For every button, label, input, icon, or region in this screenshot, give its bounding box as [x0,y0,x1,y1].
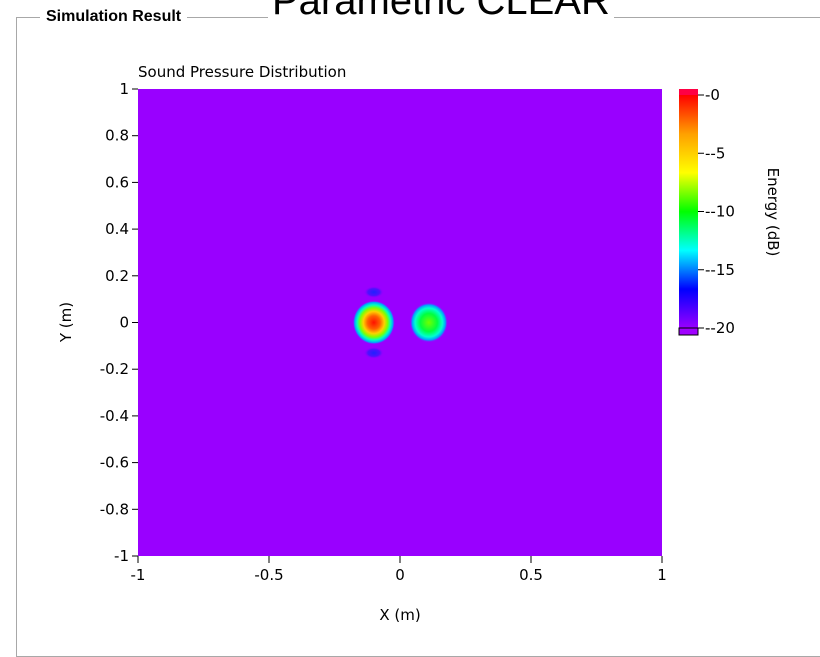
colorbar [679,95,698,328]
x-tick-label: -1 [131,566,146,584]
secondary-lobe [409,302,448,343]
y-tick-label: 1 [119,80,129,98]
colorbar-tick-label: --15 [705,261,735,279]
y-tick-label: -0.6 [100,454,129,472]
upper-side-lobe [363,286,384,299]
y-tick-label: -0.2 [100,360,129,378]
sound-pressure-chart: Sound Pressure Distribution 1 0.8 0.6 0.4 0.… [57,63,782,624]
x-tick-label: -0.5 [254,566,283,584]
x-axis-label: X (m) [379,606,420,624]
x-axis: -1 -0.5 0 0.5 1 [131,556,667,584]
chart-title: Sound Pressure Distribution [138,63,346,81]
y-tick-label: 0.4 [105,220,129,238]
colorbar-label: Energy (dB) [764,168,782,257]
y-tick-label: -0.8 [100,500,129,518]
y-tick-label: 0.6 [105,173,129,191]
colorbar-tick-label: --5 [705,144,725,162]
colorbar-tick-label: --20 [705,319,735,337]
y-tick-label: -0.4 [100,407,129,425]
colorbar-tick-label: -0 [705,86,720,104]
header-title: Parametric CLEAR [268,0,614,21]
x-tick-label: 0.5 [519,566,543,584]
y-axis: 1 0.8 0.6 0.4 0.2 0 -0.2 -0.4 -0.6 -0.8 -1 [100,80,138,565]
heatmap-plot-area [138,89,662,556]
x-tick-label: 1 [657,566,667,584]
lower-side-lobe [363,346,384,359]
group-title: Simulation Result [40,5,188,29]
y-tick-label: 0 [119,314,129,332]
colorbar-axis: -0 --5 --10 --15 --20 [698,86,735,337]
y-tick-label: -1 [114,547,129,565]
colorbar-under-swatch [678,327,699,336]
heatmap-features [352,286,448,359]
main-lobe [352,300,395,345]
y-tick-label: 0.2 [105,267,129,285]
y-axis-label: Y (m) [57,302,75,343]
x-tick-label: 0 [395,566,405,584]
y-tick-label: 0.8 [105,127,129,145]
colorbar-over-swatch [679,89,698,95]
colorbar-tick-label: --10 [705,203,735,221]
